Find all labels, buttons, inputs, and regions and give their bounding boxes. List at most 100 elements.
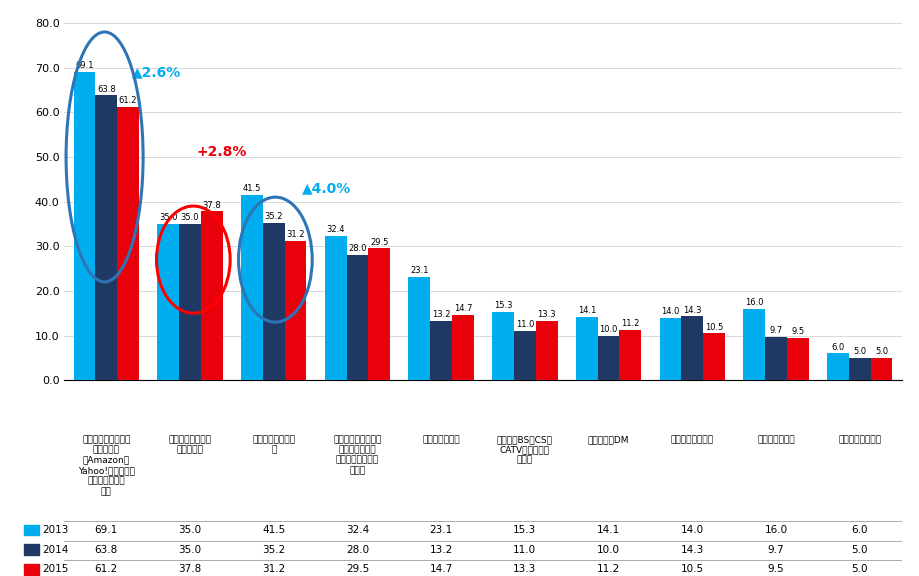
Text: 14.3: 14.3 [680, 544, 703, 555]
Bar [869, 358, 891, 380]
Bar [96, 96, 117, 380]
Text: 6.0: 6.0 [831, 343, 844, 351]
Bar [848, 358, 869, 380]
Text: 5.0: 5.0 [874, 347, 887, 356]
Text: テレビ（BS・CS、
CATVなど）の通
販番組: テレビ（BS・CS、 CATVなど）の通 販番組 [496, 435, 552, 465]
Text: 23.1: 23.1 [410, 266, 428, 275]
Text: 35.2: 35.2 [264, 212, 283, 221]
Bar [702, 334, 724, 380]
Text: 28.0: 28.0 [346, 544, 369, 555]
Bar [681, 316, 702, 380]
Text: 通信販売のカタロ
グ: 通信販売のカタロ グ [252, 435, 295, 454]
Text: 16.0: 16.0 [744, 298, 763, 307]
Text: 16.0: 16.0 [764, 525, 787, 535]
Text: 10.5: 10.5 [704, 323, 722, 332]
Text: 23.1: 23.1 [429, 525, 452, 535]
Text: 通信販売のチラシ: 通信販売のチラシ [670, 435, 713, 444]
Text: 9.5: 9.5 [790, 327, 803, 336]
Bar [346, 255, 368, 380]
Text: 2015: 2015 [42, 564, 69, 574]
Text: 35.2: 35.2 [262, 544, 285, 555]
Text: 10.0: 10.0 [596, 544, 619, 555]
Text: テレビ（地デジ）
の通販番組: テレビ（地デジ） の通販番組 [168, 435, 211, 454]
Text: 13.2: 13.2 [431, 310, 450, 320]
Bar [324, 236, 346, 380]
Bar [408, 277, 430, 380]
Text: 69.1: 69.1 [95, 525, 118, 535]
Text: 35.0: 35.0 [159, 213, 177, 222]
Bar [451, 314, 473, 380]
Text: 61.2: 61.2 [95, 564, 118, 574]
Text: 5.0: 5.0 [851, 564, 867, 574]
Text: 13.3: 13.3 [513, 564, 536, 574]
Text: 2014: 2014 [42, 544, 69, 555]
Text: 37.8: 37.8 [202, 200, 221, 210]
Text: 35.0: 35.0 [178, 544, 201, 555]
Text: 通信販売のDM: 通信販売のDM [587, 435, 629, 444]
Text: +2.8%: +2.8% [197, 146, 246, 160]
Bar [492, 312, 514, 380]
Bar [597, 335, 618, 380]
Text: 28.0: 28.0 [347, 244, 367, 253]
Text: 41.5: 41.5 [262, 525, 285, 535]
Text: 11.2: 11.2 [620, 319, 639, 328]
Text: 14.0: 14.0 [661, 307, 679, 316]
Text: 9.7: 9.7 [768, 326, 782, 335]
Text: ▲4.0%: ▲4.0% [301, 181, 351, 195]
Text: ラジオの通販番組: ラジオの通販番組 [837, 435, 880, 444]
Text: 14.1: 14.1 [596, 525, 619, 535]
Bar [575, 317, 597, 380]
Bar [74, 71, 96, 380]
Text: 14.3: 14.3 [682, 305, 701, 314]
Text: 63.8: 63.8 [96, 85, 116, 93]
Bar [786, 338, 808, 380]
Text: 2013: 2013 [42, 525, 69, 535]
Bar [284, 241, 306, 380]
Text: 13.3: 13.3 [537, 310, 555, 319]
Text: 31.2: 31.2 [286, 230, 304, 239]
Text: 11.2: 11.2 [596, 564, 619, 574]
Text: 41.5: 41.5 [243, 184, 261, 193]
Text: 29.5: 29.5 [346, 564, 369, 574]
Text: 5.0: 5.0 [852, 347, 866, 356]
Bar [618, 330, 641, 380]
Bar [179, 224, 200, 380]
Text: 14.7: 14.7 [453, 304, 471, 313]
Text: 35.0: 35.0 [180, 213, 199, 222]
Text: 14.0: 14.0 [680, 525, 703, 535]
Text: 63.8: 63.8 [95, 544, 118, 555]
Text: インターネット上の
独自店舗（大規
模モール内に無い
お店）: インターネット上の 独自店舗（大規 模モール内に無い お店） [333, 435, 381, 475]
Text: 11.0: 11.0 [516, 320, 533, 329]
Text: ▲2.6%: ▲2.6% [132, 65, 181, 79]
Text: 10.5: 10.5 [680, 564, 703, 574]
Text: 10.0: 10.0 [599, 325, 617, 334]
Text: 32.4: 32.4 [326, 225, 345, 234]
Text: 37.8: 37.8 [178, 564, 201, 574]
Bar [368, 248, 390, 380]
Bar [535, 321, 557, 380]
Text: 15.3: 15.3 [494, 301, 512, 310]
Bar [241, 195, 263, 380]
Bar [117, 107, 139, 380]
Bar [24, 564, 40, 574]
Text: 13.2: 13.2 [429, 544, 452, 555]
Text: 31.2: 31.2 [262, 564, 285, 574]
Text: 11.0: 11.0 [513, 544, 536, 555]
Text: 32.4: 32.4 [346, 525, 369, 535]
Bar [765, 337, 786, 380]
Bar [157, 224, 179, 380]
Text: 14.1: 14.1 [577, 306, 596, 316]
Text: 29.5: 29.5 [369, 238, 388, 247]
Bar [514, 331, 535, 380]
Text: 14.7: 14.7 [429, 564, 452, 574]
Text: 新聞の通販広告: 新聞の通販広告 [422, 435, 460, 444]
Text: 5.0: 5.0 [851, 544, 867, 555]
Text: インターネットの大
規模モール
（Amazon、
Yahoo!ショッピン
グ、楽天市場な
ど）: インターネットの大 規模モール （Amazon、 Yahoo!ショッピン グ、楽… [78, 435, 134, 496]
Text: 35.0: 35.0 [178, 525, 201, 535]
Text: 雑誌の通販広告: 雑誌の通販広告 [756, 435, 794, 444]
Text: 9.7: 9.7 [766, 544, 784, 555]
Bar [826, 354, 848, 380]
Text: 15.3: 15.3 [513, 525, 536, 535]
Bar [24, 525, 40, 535]
Text: 61.2: 61.2 [119, 96, 137, 105]
